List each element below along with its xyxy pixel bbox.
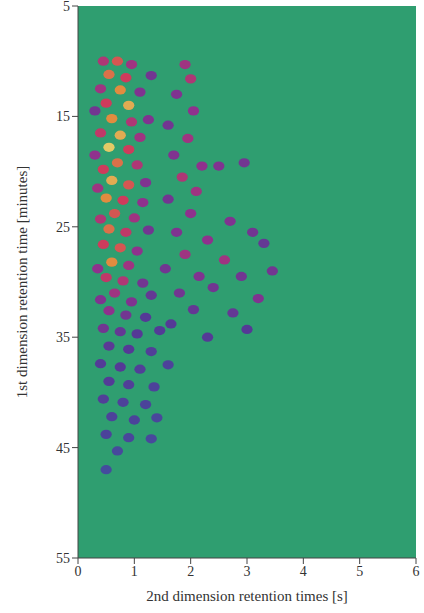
svg-text:2: 2 (187, 564, 194, 579)
svg-text:25: 25 (56, 220, 70, 235)
html-text:1st dimension retention time [: 1st dimension retention time [minutes] (13, 165, 30, 399)
svg-text:0: 0 (75, 564, 82, 579)
svg-text:1: 1 (131, 564, 138, 579)
svg-text:15: 15 (56, 109, 70, 124)
svg-text:35: 35 (56, 330, 70, 345)
svg-text:3: 3 (244, 564, 251, 579)
svg-text:6: 6 (413, 564, 420, 579)
svg-text:4: 4 (300, 564, 307, 579)
svg-text:45: 45 (56, 441, 70, 456)
html-text:2nd dimension retention times: 2nd dimension retention times [s] (146, 588, 348, 604)
svg-text:5: 5 (356, 564, 363, 579)
svg-text:55: 55 (56, 551, 70, 566)
svg-text:5: 5 (63, 0, 70, 14)
